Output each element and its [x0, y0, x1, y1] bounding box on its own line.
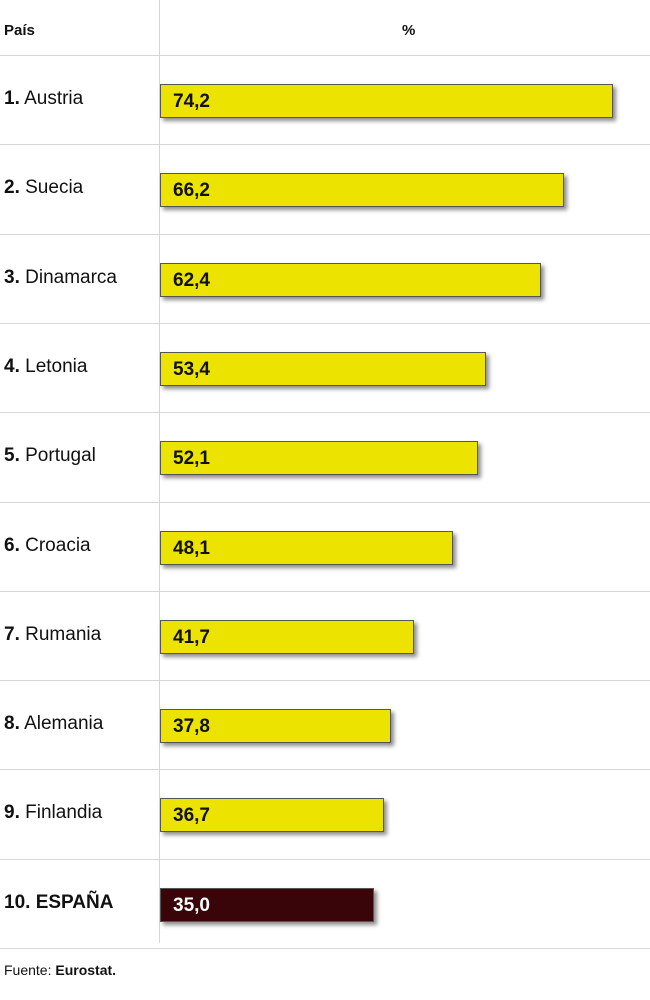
- rank-number: 2.: [4, 177, 20, 198]
- rank-number: 5.: [4, 445, 20, 466]
- percent-column-header: %: [402, 22, 416, 39]
- country-name: Alemania: [19, 712, 104, 734]
- country-label: 10. ESPAÑA: [4, 892, 113, 914]
- table-row: 8. Alemania 37,8: [0, 681, 650, 770]
- data-bar: 62,4: [160, 262, 541, 297]
- data-bar: 53,4: [160, 351, 486, 386]
- data-bar: 48,1: [160, 530, 453, 565]
- country-label: 1. Austria: [4, 88, 83, 110]
- country-name: Suecia: [19, 177, 84, 198]
- country-label: 8. Alemania: [4, 713, 103, 735]
- country-name: Letonia: [19, 355, 88, 377]
- country-label: 5. Portugal: [4, 445, 96, 467]
- table-row: 4. Letonia 53,4: [0, 324, 650, 413]
- country-label: 7. Rumania: [4, 624, 101, 646]
- table-row: 3. Dinamarca 62,4: [0, 235, 650, 324]
- rank-number: 4.: [4, 355, 20, 377]
- country-name: Dinamarca: [19, 266, 118, 288]
- data-bar: 37,8: [160, 708, 391, 743]
- country-label: 4. Letonia: [4, 356, 87, 378]
- country-name: Finlandia: [19, 802, 103, 823]
- rank-number: 9.: [4, 802, 20, 823]
- table-row: 10. ESPAÑA 35,0: [0, 860, 650, 949]
- source-note: Fuente: Eurostat.: [4, 962, 116, 978]
- data-bar: 35,0: [160, 887, 374, 922]
- table-row: 5. Portugal 52,1: [0, 413, 650, 503]
- data-label: 37,8: [173, 715, 210, 737]
- data-bar: 74,2: [160, 83, 613, 118]
- table-header: País %: [0, 0, 650, 56]
- rank-number: 7.: [4, 623, 20, 645]
- country-label: 3. Dinamarca: [4, 267, 117, 289]
- data-label: 41,7: [173, 626, 210, 648]
- country-label: 9. Finlandia: [4, 802, 102, 824]
- rank-number: 6.: [4, 534, 20, 556]
- table-row: 1. Austria 74,2: [0, 56, 650, 145]
- country-column-header: País: [4, 22, 35, 39]
- country-label: 6. Croacia: [4, 535, 91, 557]
- country-name: Austria: [19, 87, 84, 109]
- table-row: 7. Rumania 41,7: [0, 592, 650, 681]
- rank-number: 8.: [4, 712, 20, 734]
- data-label: 35,0: [173, 894, 210, 916]
- data-bar: 36,7: [160, 798, 384, 832]
- rank-number: 10.: [4, 891, 31, 913]
- country-name: Portugal: [19, 445, 96, 466]
- data-label: 66,2: [173, 180, 210, 201]
- source-prefix: Fuente:: [4, 962, 52, 978]
- table-row: 2. Suecia 66,2: [0, 145, 650, 235]
- data-label: 52,1: [173, 448, 210, 469]
- data-label: 36,7: [173, 805, 210, 826]
- table-row: 9. Finlandia 36,7: [0, 770, 650, 860]
- source-name: Eurostat.: [55, 962, 117, 978]
- column-divider: [159, 0, 160, 943]
- data-label: 74,2: [173, 90, 210, 112]
- country-name: ESPAÑA: [30, 891, 114, 913]
- rank-number: 1.: [4, 87, 20, 109]
- rank-number: 3.: [4, 266, 20, 288]
- data-bar: 66,2: [160, 173, 564, 207]
- data-label: 53,4: [173, 358, 210, 380]
- country-label: 2. Suecia: [4, 177, 83, 199]
- data-bar: 41,7: [160, 619, 414, 654]
- data-label: 48,1: [173, 537, 210, 559]
- data-label: 62,4: [173, 269, 210, 291]
- country-name: Rumania: [19, 623, 102, 645]
- country-name: Croacia: [19, 534, 91, 556]
- data-bar: 52,1: [160, 441, 478, 475]
- table-row: 6. Croacia 48,1: [0, 503, 650, 592]
